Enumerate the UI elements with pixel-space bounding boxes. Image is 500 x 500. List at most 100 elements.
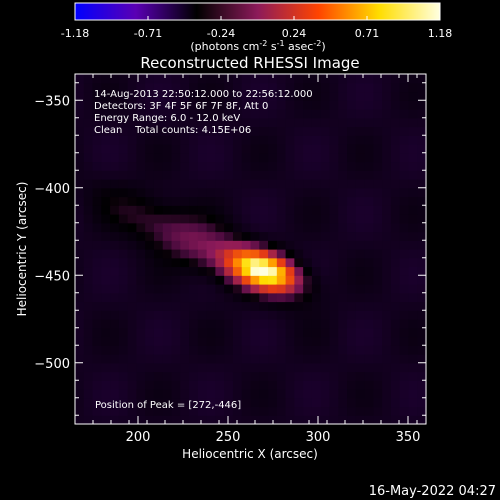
colorbar-tick-label: 0.24 xyxy=(282,27,307,40)
heatmap-cell xyxy=(180,205,190,215)
heatmap-cell xyxy=(206,205,216,215)
heatmap-cell xyxy=(145,345,155,355)
heatmap-cell xyxy=(382,170,392,180)
heatmap-cell xyxy=(232,406,243,416)
colorbar-unit-label: (photons cm-2 s-1 asec-2) xyxy=(190,39,325,53)
heatmap-cell xyxy=(145,214,155,224)
heatmap-cell xyxy=(417,144,427,154)
heatmap-cell xyxy=(232,117,243,128)
heatmap-cell xyxy=(408,397,418,408)
heatmap-cell xyxy=(127,100,138,110)
heatmap-cell xyxy=(417,354,427,364)
heatmap-cell xyxy=(145,415,155,425)
heatmap-cell xyxy=(153,354,164,364)
heatmap-cell xyxy=(338,371,348,381)
heatmap-cell xyxy=(347,74,357,84)
heatmap-cell xyxy=(268,187,278,198)
heatmap-cell xyxy=(189,415,199,425)
heatmap-cell xyxy=(311,170,322,180)
heatmap-cell xyxy=(382,319,392,329)
heatmap-cell xyxy=(408,301,418,311)
heatmap-cell xyxy=(75,327,85,338)
heatmap-cell xyxy=(259,109,269,119)
heatmap-cell xyxy=(232,336,243,346)
heatmap-cell xyxy=(127,397,138,408)
heatmap-cell xyxy=(101,222,111,233)
heatmap-cell xyxy=(110,319,120,329)
heatmap-cell xyxy=(294,362,304,373)
x-axis-label: Heliocentric X (arcsec) xyxy=(182,447,318,461)
heatmap-cell xyxy=(303,144,313,154)
heatmap-cell xyxy=(75,284,85,294)
heatmap-cell xyxy=(197,249,208,259)
heatmap-cell xyxy=(75,205,85,215)
heatmap-cell xyxy=(101,109,111,119)
heatmap-cell xyxy=(338,301,348,311)
heatmap-cell xyxy=(373,126,383,136)
heatmap-cell xyxy=(285,91,295,101)
heatmap-cell xyxy=(232,100,243,110)
heatmap-cell xyxy=(180,187,190,198)
heatmap-cell xyxy=(390,327,401,338)
heatmap-cell xyxy=(215,257,225,268)
heatmap-cell xyxy=(311,389,322,399)
heatmap-cell xyxy=(206,389,216,399)
heatmap-cell xyxy=(382,292,392,303)
heatmap-cell xyxy=(127,187,138,198)
heatmap-cell xyxy=(250,380,260,390)
heatmap-cell xyxy=(127,275,138,285)
heatmap-cell xyxy=(136,100,146,110)
heatmap-cell xyxy=(259,406,269,416)
heatmap-cell xyxy=(303,117,313,128)
heatmap-cell xyxy=(241,275,252,285)
heatmap-cell xyxy=(241,135,252,145)
heatmap-cell xyxy=(303,292,313,303)
heatmap-cell xyxy=(276,257,287,268)
heatmap-cell xyxy=(180,144,190,154)
heatmap-cell xyxy=(241,327,252,338)
heatmap-cell xyxy=(373,354,383,364)
heatmap-cell xyxy=(320,187,331,198)
heatmap-cell xyxy=(399,100,410,110)
heatmap-cell xyxy=(224,196,234,206)
heatmap-cell xyxy=(303,100,313,110)
heatmap-cell xyxy=(259,161,269,171)
heatmap-cell xyxy=(276,336,287,346)
heatmap-cell xyxy=(83,284,94,294)
heatmap-cell xyxy=(294,406,304,416)
heatmap-cell xyxy=(294,327,304,338)
heatmap-cell xyxy=(118,362,129,373)
heatmap-cell xyxy=(373,415,383,425)
heatmap-cell xyxy=(83,91,94,101)
heatmap-cell xyxy=(153,327,164,338)
heatmap-cell xyxy=(355,415,366,425)
heatmap-cell xyxy=(101,345,111,355)
y-tick-label: −450 xyxy=(34,269,70,284)
heatmap-cell xyxy=(338,152,348,163)
heatmap-cell xyxy=(390,371,401,381)
heatmap-cell xyxy=(417,231,427,241)
heatmap-cell xyxy=(224,187,234,198)
heatmap-cell xyxy=(355,240,366,250)
heatmap-cell xyxy=(145,222,155,233)
heatmap-cell xyxy=(241,284,252,294)
heatmap-cell xyxy=(83,292,94,303)
heatmap-cell xyxy=(364,109,374,119)
heatmap-cell xyxy=(224,109,234,119)
heatmap-cell xyxy=(347,240,357,250)
heatmap-cell xyxy=(364,319,374,329)
heatmap-cell xyxy=(83,354,94,364)
heatmap-cell xyxy=(136,91,146,101)
heatmap-cell xyxy=(276,406,287,416)
heatmap-cell xyxy=(390,144,401,154)
heatmap-cell xyxy=(206,292,216,303)
heatmap-cell xyxy=(259,371,269,381)
heatmap-cell xyxy=(338,144,348,154)
heatmap-cell xyxy=(311,371,322,381)
heatmap-cell xyxy=(118,406,129,416)
heatmap-cell xyxy=(232,327,243,338)
heatmap-cell xyxy=(399,275,410,285)
heatmap-cell xyxy=(320,292,331,303)
heatmap-cell xyxy=(162,415,173,425)
heatmap-cell xyxy=(382,74,392,84)
